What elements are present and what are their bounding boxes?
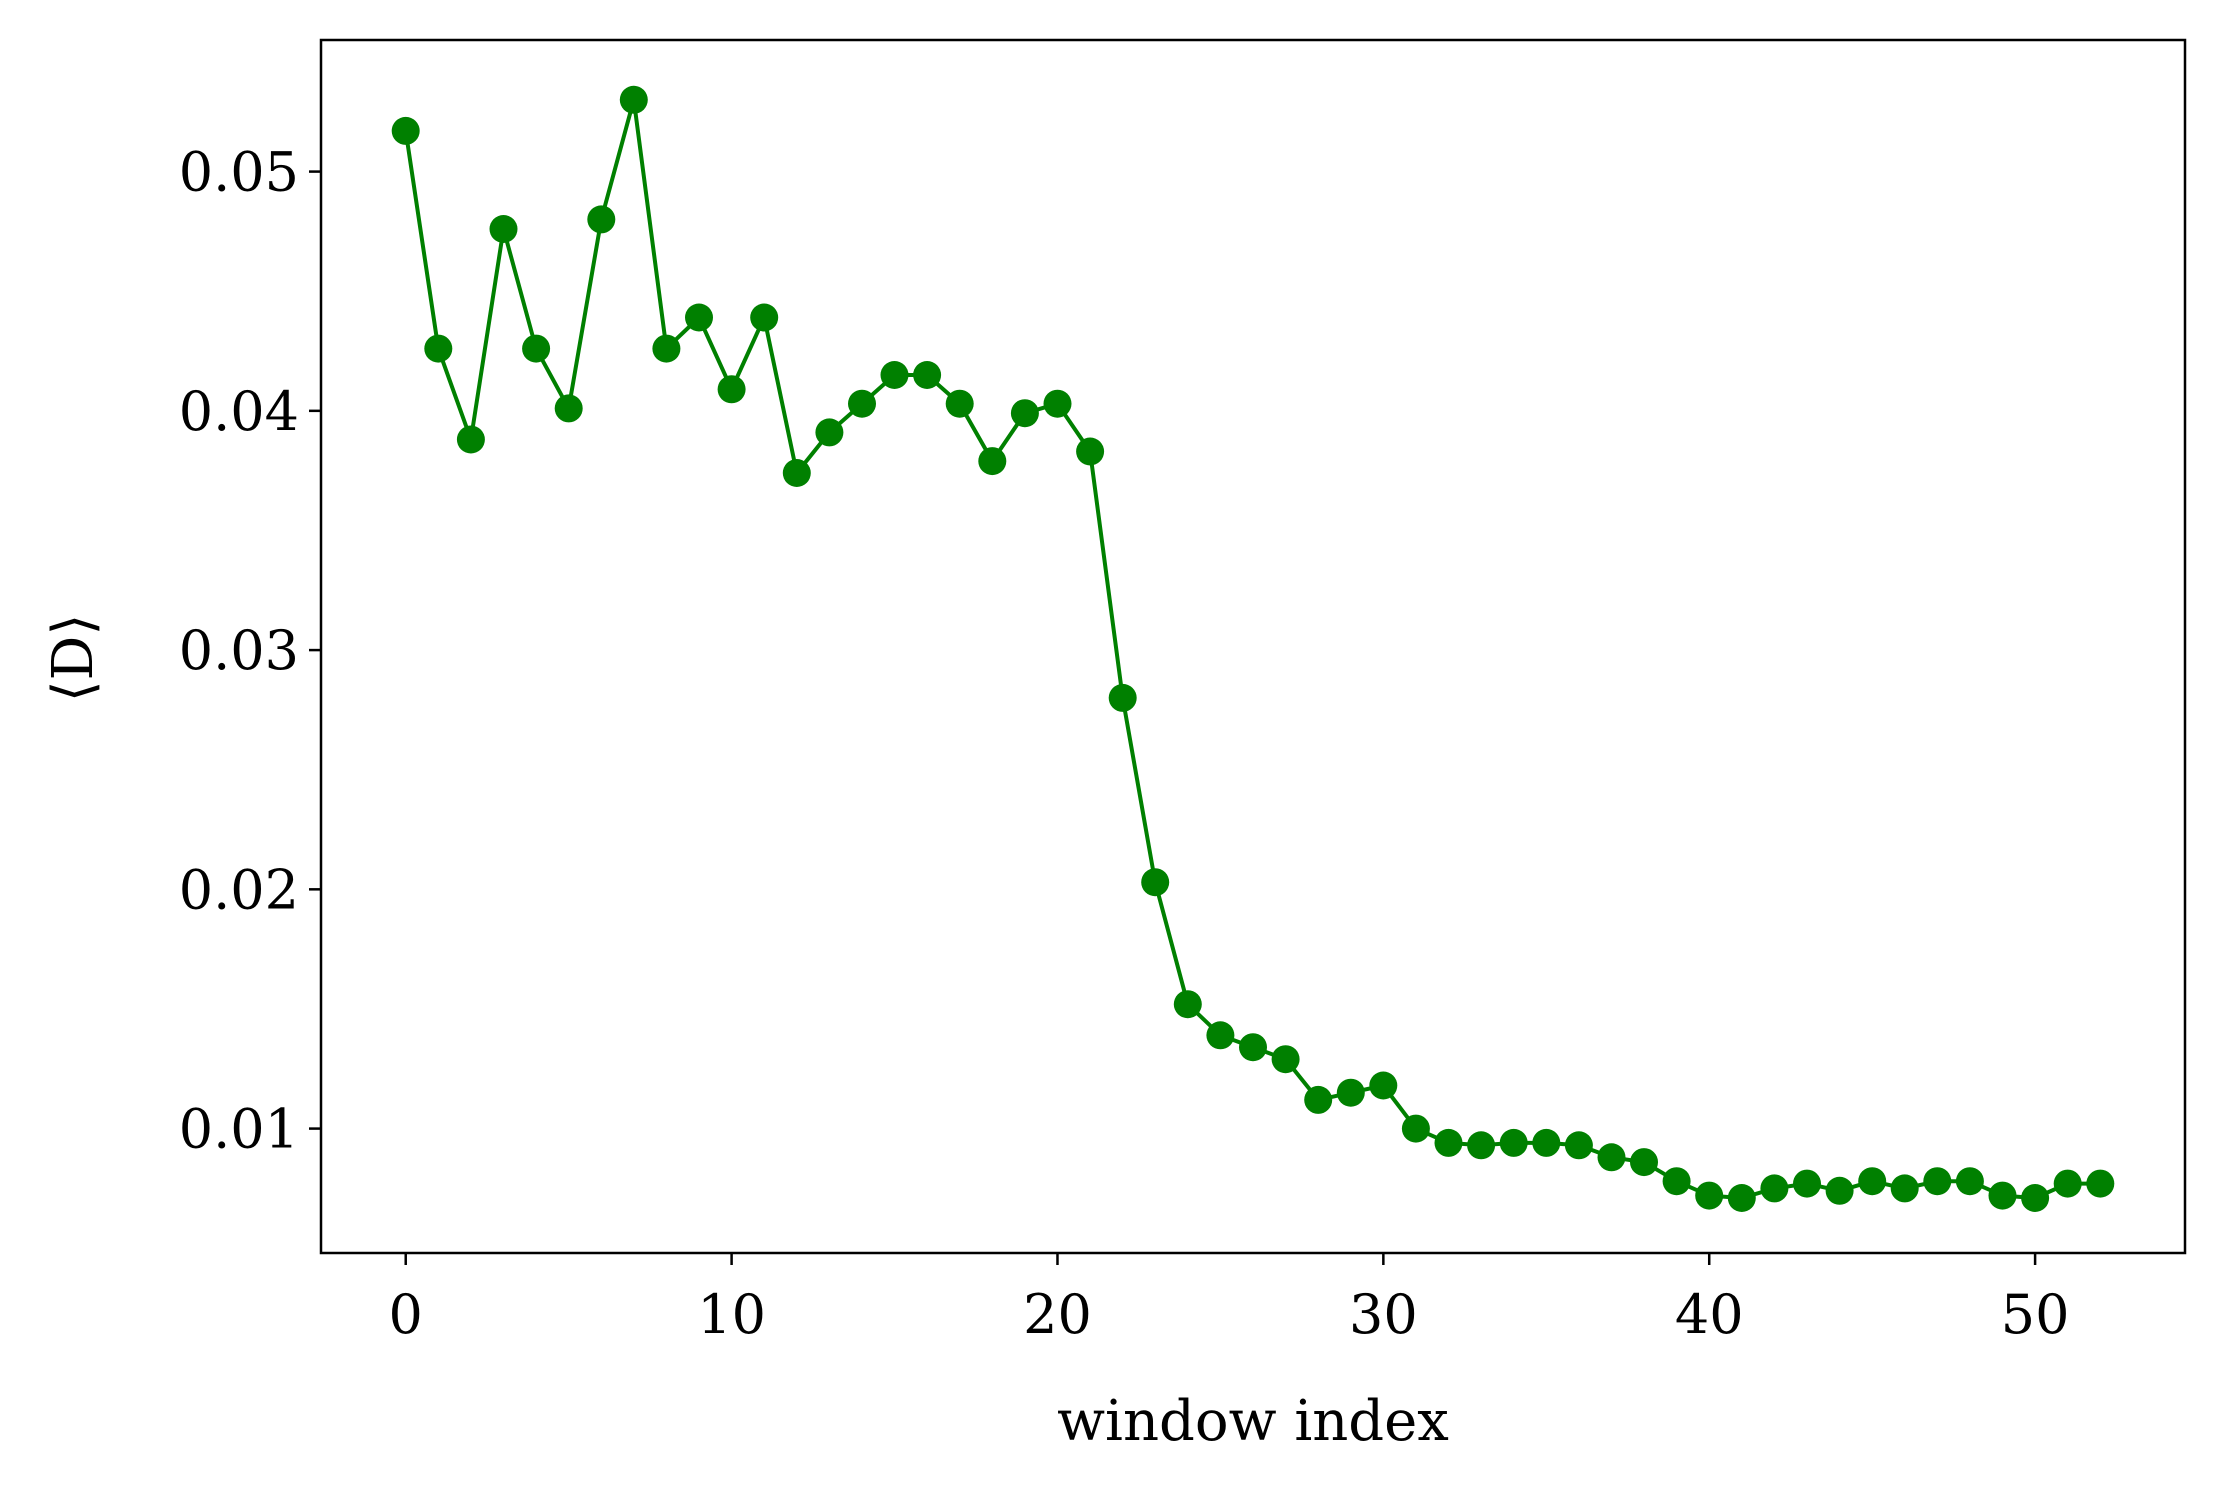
y-axis-label: ⟨D⟩ [41, 614, 106, 703]
data-point [1043, 389, 1072, 418]
data-point [1630, 1148, 1658, 1177]
plot-frame [319, 38, 2187, 1255]
y-tick-label: 0.01 [179, 1098, 299, 1161]
x-tick-label: 10 [697, 1283, 766, 1346]
data-point [1369, 1071, 1398, 1100]
data-point [554, 394, 583, 423]
data-point [489, 215, 518, 243]
data-point [1141, 868, 1170, 897]
data-point [1401, 1114, 1430, 1143]
data-point [913, 361, 942, 389]
data-point [1955, 1167, 1984, 1196]
data-point [1923, 1167, 1952, 1196]
data-point [1076, 437, 1105, 466]
data-point [815, 418, 844, 447]
x-tick-label: 30 [1349, 1283, 1418, 1346]
data-point [1695, 1181, 1724, 1210]
data-point [1271, 1045, 1300, 1074]
data-point [1825, 1176, 1854, 1205]
x-tick-label: 20 [1023, 1283, 1092, 1346]
y-tick-label: 0.04 [179, 380, 299, 443]
data-point [1336, 1078, 1365, 1107]
data-point [1564, 1131, 1593, 1160]
y-tick-label: 0.02 [179, 858, 299, 921]
data-point [1499, 1128, 1528, 1157]
y-axis: 0.01 0.02 0.03 0.04 0.05 [179, 141, 321, 1161]
data-point [1467, 1131, 1496, 1160]
data-point [782, 459, 811, 487]
data-point [1010, 399, 1039, 428]
x-tick-label: 50 [2001, 1283, 2070, 1346]
data-point [522, 334, 551, 363]
data-point [619, 85, 648, 114]
data-point [1727, 1184, 1756, 1212]
data-point [456, 425, 485, 454]
series-layer [391, 85, 2115, 1212]
data-point [1890, 1174, 1919, 1203]
data-point [945, 389, 974, 418]
data-point [1173, 990, 1202, 1019]
data-point [1239, 1033, 1267, 1062]
data-point [1597, 1143, 1626, 1172]
data-point [848, 389, 876, 418]
data-point [2021, 1184, 2050, 1212]
data-point [1304, 1085, 1333, 1114]
x-tick-label: 40 [1675, 1283, 1744, 1346]
x-axis-label: window index [1057, 1389, 1449, 1454]
data-point [652, 334, 681, 363]
data-point [391, 116, 420, 145]
data-point [1434, 1128, 1463, 1157]
data-point [1858, 1167, 1887, 1196]
data-point [424, 334, 453, 363]
x-tick-label: 0 [389, 1283, 423, 1346]
data-point [978, 447, 1007, 476]
data-point [880, 361, 909, 389]
plot-area [319, 38, 2187, 1255]
data-point [1760, 1174, 1789, 1203]
data-point [685, 303, 713, 332]
data-point [717, 375, 746, 404]
x-axis: 0 10 20 30 40 50 [389, 1253, 2070, 1346]
y-tick-label: 0.03 [179, 619, 299, 682]
data-point [2053, 1169, 2082, 1198]
data-point [587, 205, 616, 234]
data-point [1988, 1181, 2017, 1210]
data-point [1206, 1021, 1235, 1050]
data-point [2086, 1169, 2115, 1198]
data-point [750, 303, 779, 332]
y-tick-label: 0.05 [179, 141, 299, 204]
data-point [1532, 1128, 1561, 1157]
data-point [1793, 1169, 1821, 1198]
data-point [1108, 683, 1137, 712]
data-point [1662, 1167, 1691, 1196]
